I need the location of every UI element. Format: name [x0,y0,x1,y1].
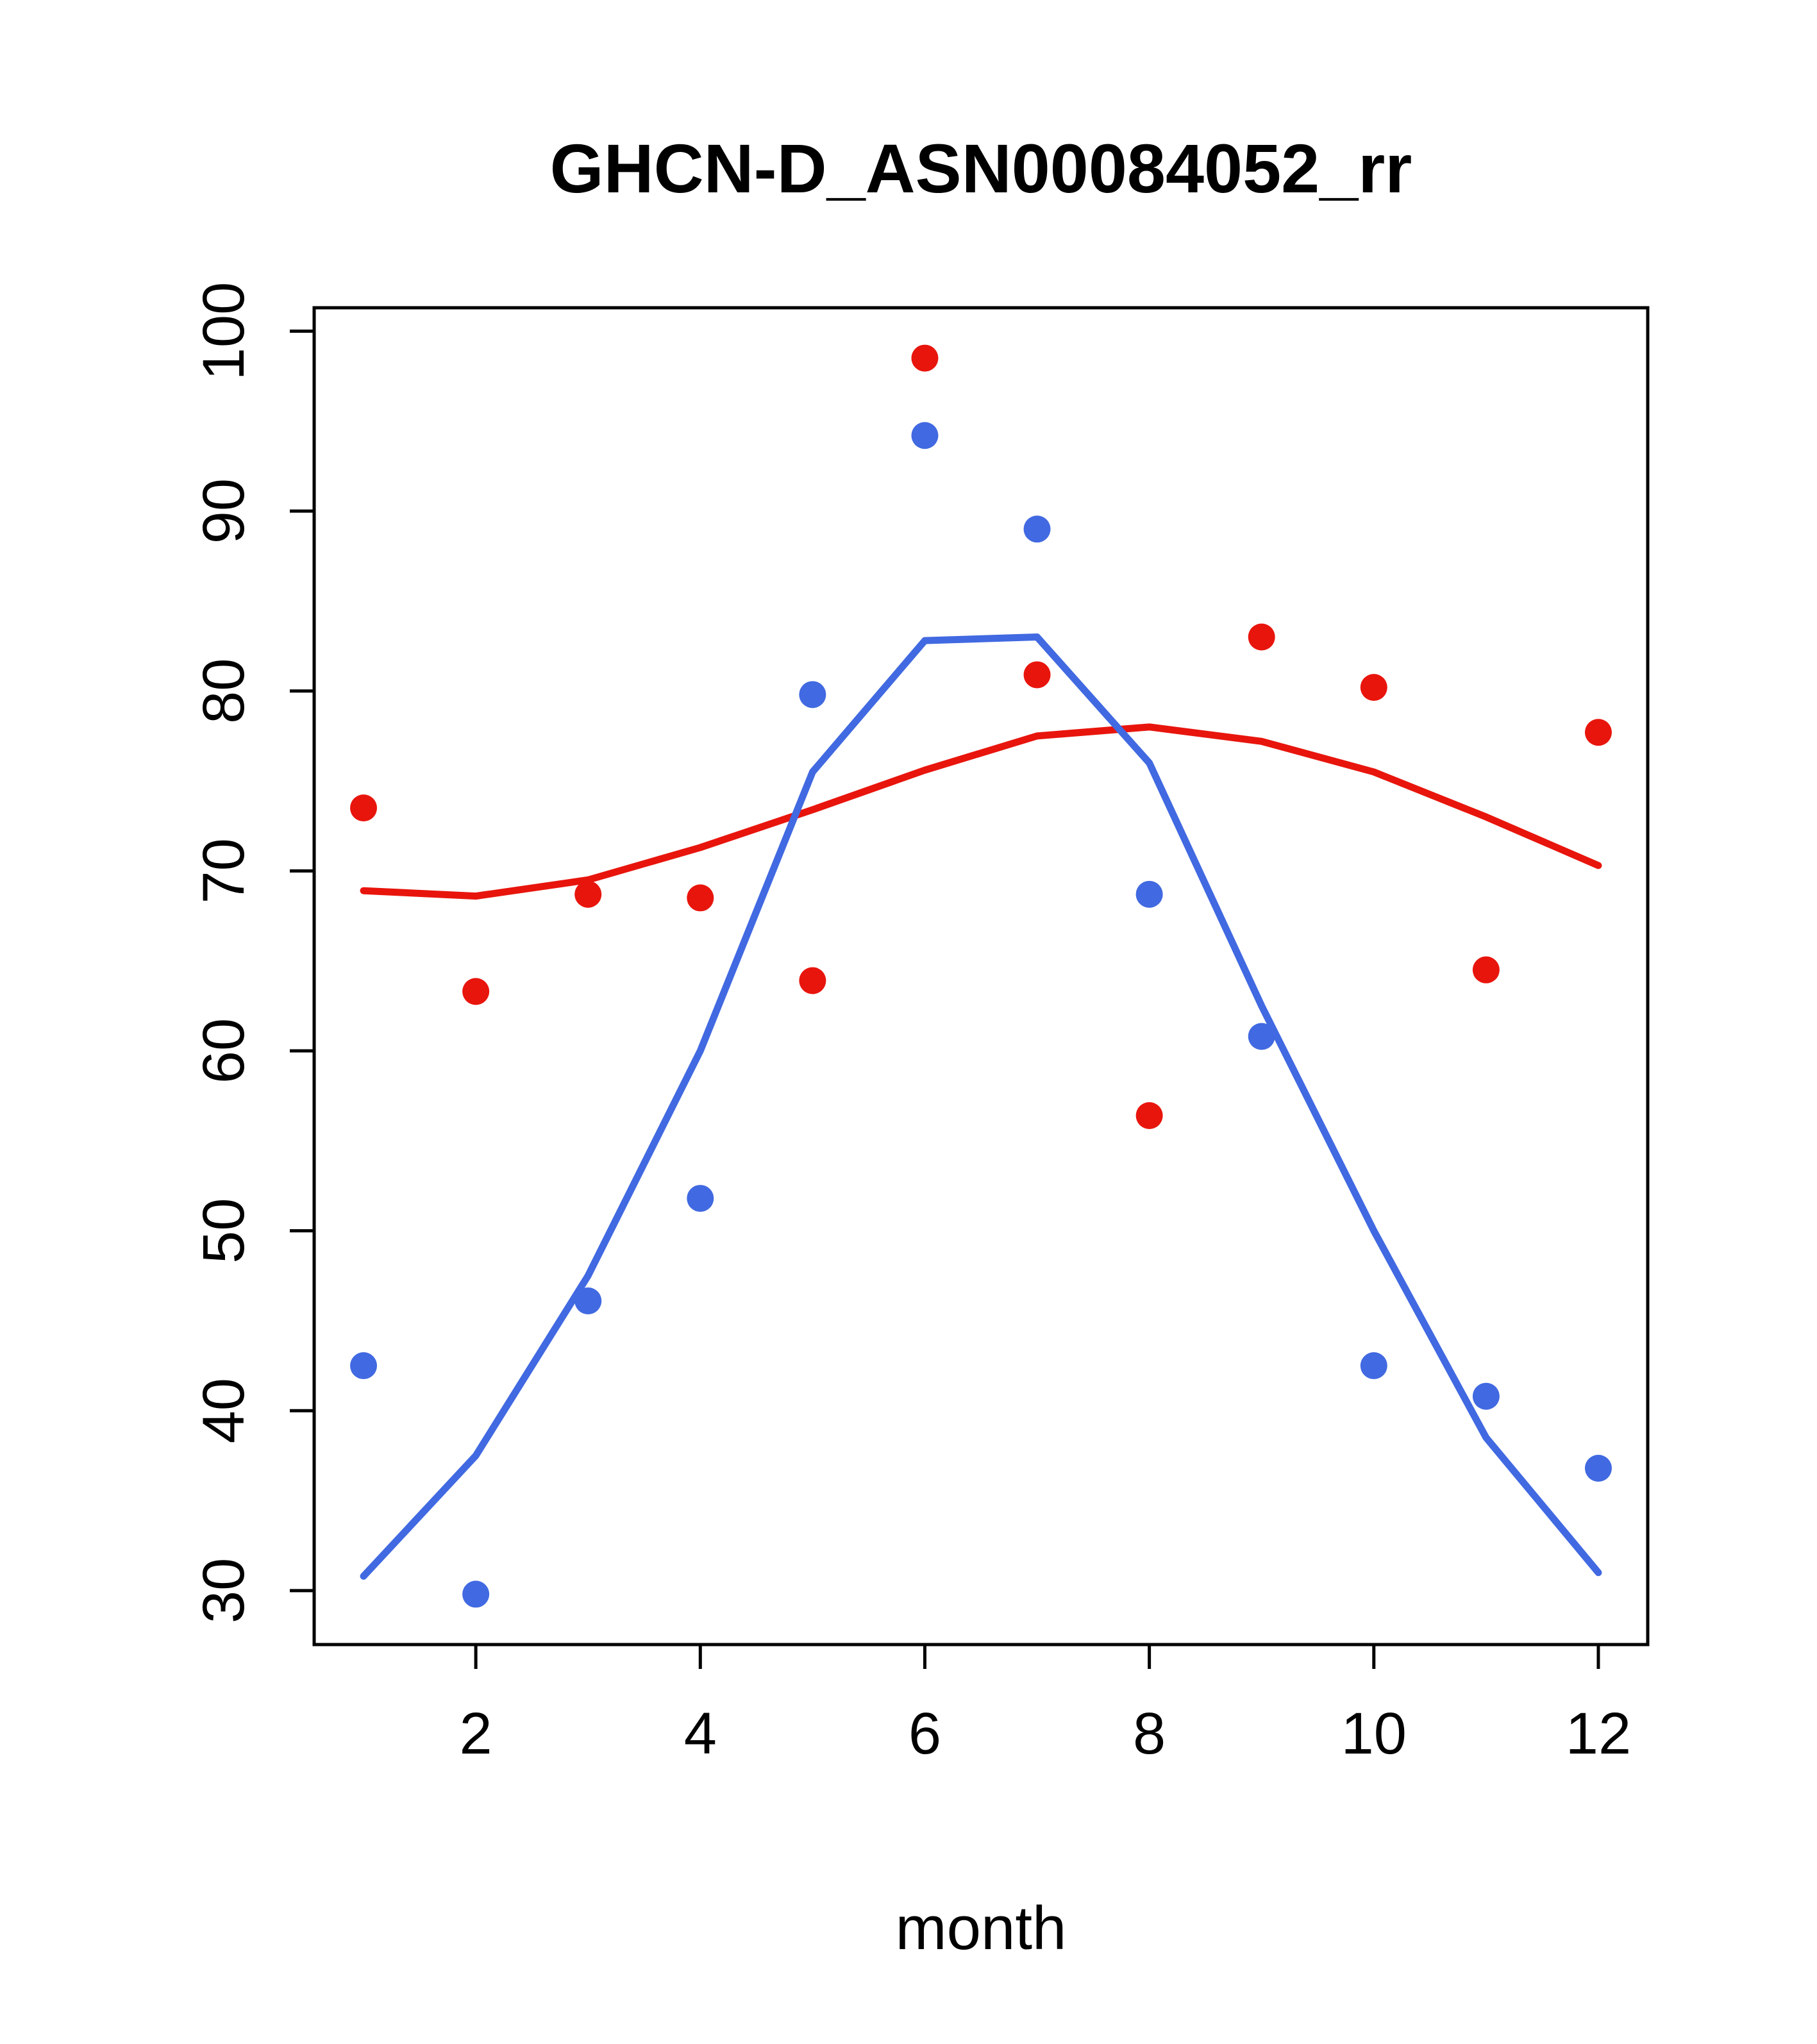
red-points-point [911,344,939,372]
red-points-point [1135,1102,1163,1129]
x-tick-label: 4 [684,1701,717,1766]
y-tick-label: 90 [191,478,256,544]
red-points-point [1023,661,1051,689]
red-trend-line [360,723,1602,900]
y-tick-label: 100 [191,282,256,381]
chart-title: GHCN-D_ASN00084052_rr [550,130,1412,207]
x-axis-label: month [896,1894,1067,1963]
plot-box [312,306,1650,1646]
y-tick-label: 50 [191,1198,256,1263]
red-points-point [1584,719,1612,746]
red-points-point [1248,623,1275,651]
red-points-point [799,967,826,994]
blue-points-point [462,1580,490,1608]
red-points-point [1472,956,1500,984]
y-tick-label: 70 [191,838,256,903]
blue-points-point [1584,1454,1612,1482]
x-tick-label: 10 [1341,1701,1407,1766]
y-tick-label: 30 [191,1558,256,1623]
y-tick-label: 60 [191,1018,256,1084]
blue-points-point [687,1185,714,1212]
y-tick-label: 80 [191,658,256,724]
blue-points-point [911,422,939,449]
x-tick-label: 12 [1566,1701,1631,1766]
blue-points-point [574,1287,602,1315]
blue-trend-line [360,633,1602,1580]
y-tick-label: 40 [191,1378,256,1443]
x-tick-label: 6 [908,1701,941,1766]
data-series [350,344,1612,1608]
red-points-point [1360,674,1387,701]
x-tick-label: 2 [460,1701,492,1766]
red-points-point [687,884,714,912]
blue-points-point [1472,1382,1500,1410]
blue-points-point [1360,1352,1387,1380]
blue-points-point [799,681,826,708]
red-points-point [574,880,602,908]
blue-points-point [350,1352,378,1380]
red-points-point [462,978,490,1005]
blue-points-point [1135,880,1163,908]
x-tick-label: 8 [1133,1701,1166,1766]
axes: 2 4 6 8 10 12 30 40 50 60 70 80 90 100 [191,282,1650,1766]
red-points-point [350,794,378,822]
blue-points-point [1023,515,1051,543]
blue-points-point [1248,1023,1275,1050]
